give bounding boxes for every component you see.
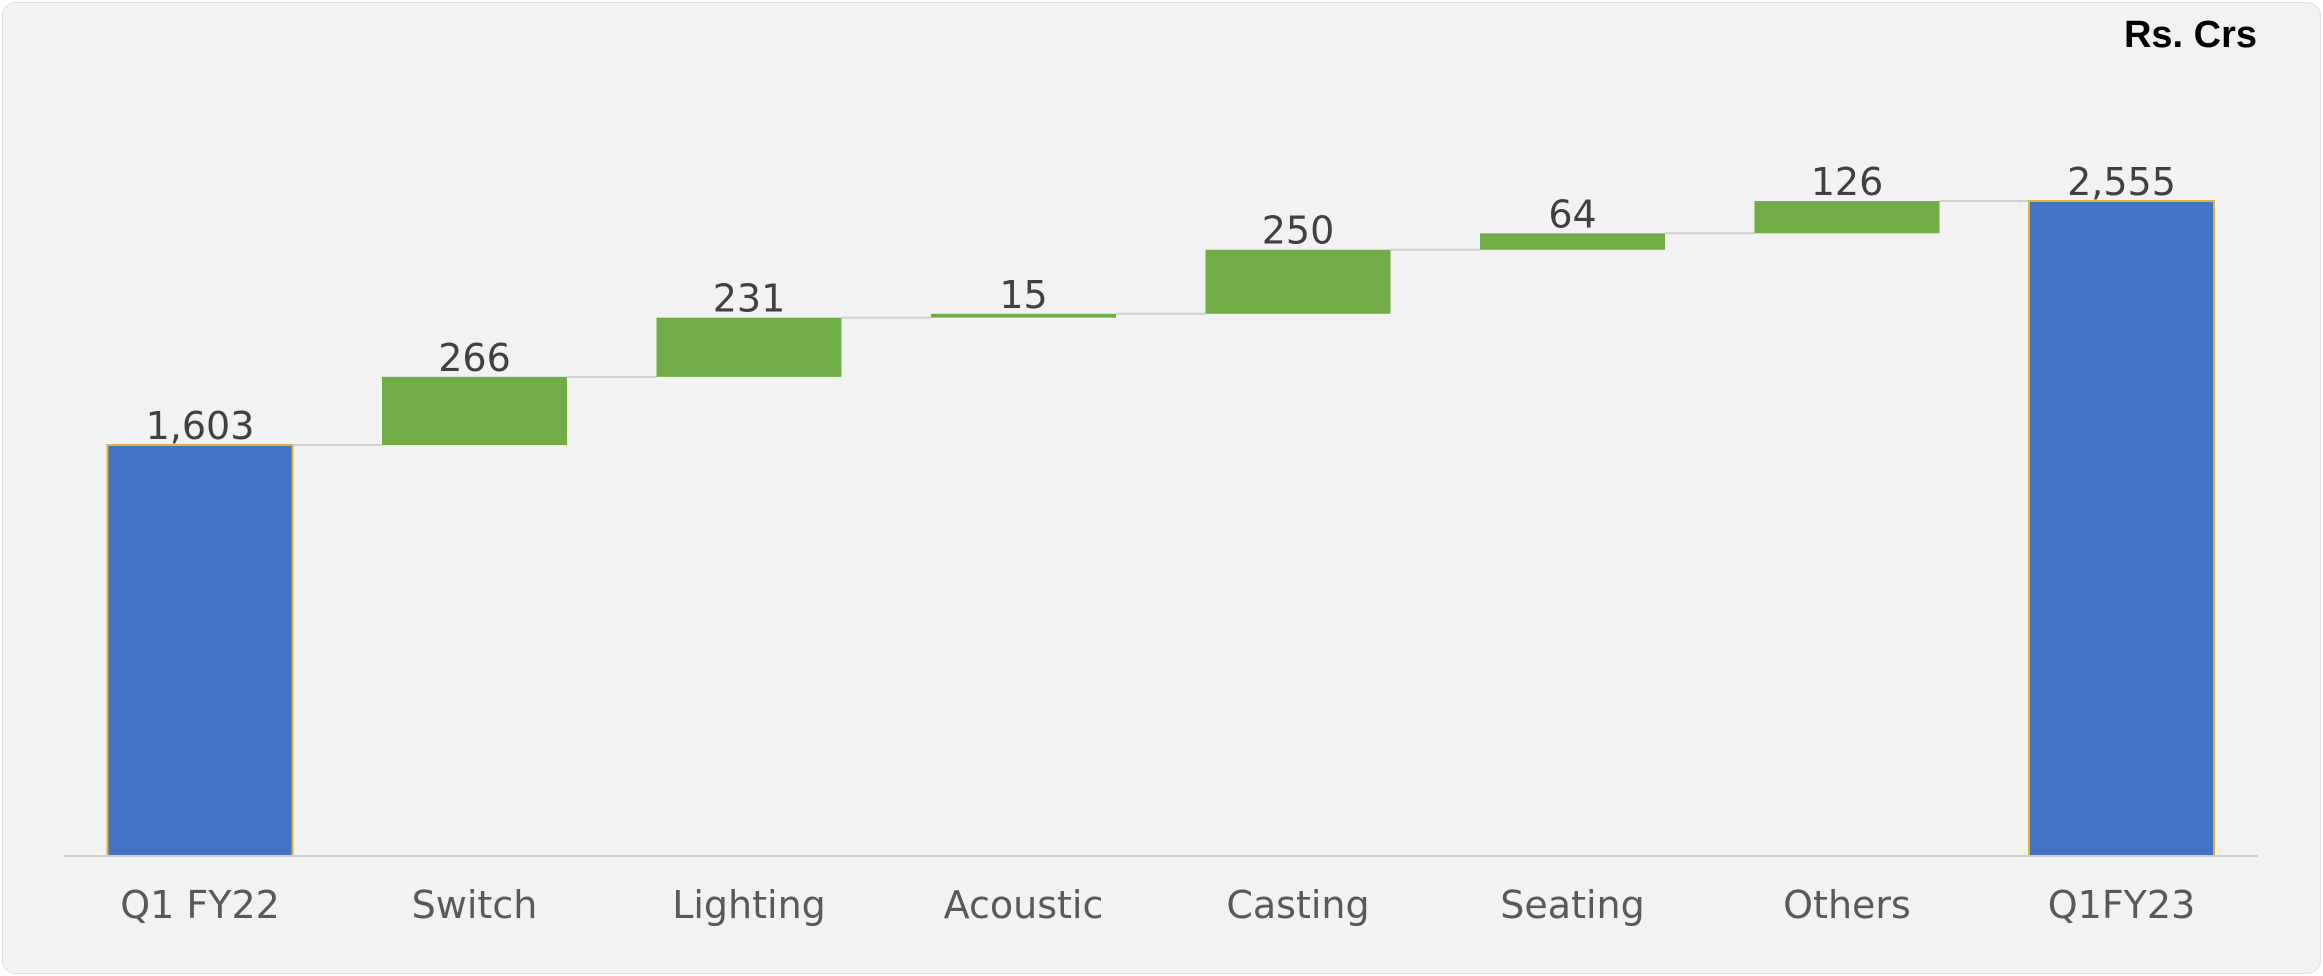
- data-labels: 1,603 266 231 15 250 64 126 2,555: [146, 160, 2176, 448]
- bar-lighting: [656, 317, 842, 377]
- bar-others: [1754, 201, 1940, 234]
- bar-acoustic: [931, 313, 1116, 318]
- bar-switch: [382, 376, 567, 446]
- data-label-switch: 266: [438, 336, 511, 380]
- x-tick-labels: Q1 FY22 Switch Lighting Acoustic Casting Seat…: [120, 883, 2195, 927]
- data-label-q1fy23: 2,555: [2067, 160, 2176, 204]
- tick-label-seating: Seating: [1500, 883, 1644, 927]
- bar-casting: [1205, 249, 1391, 314]
- unit-label: Rs. Crs: [2123, 14, 2257, 56]
- data-label-casting: 250: [1262, 209, 1335, 253]
- bar-q1-fy22: [106, 444, 294, 857]
- bar-seating: [1480, 233, 1665, 250]
- data-label-seating: 64: [1548, 192, 1596, 236]
- tick-label-lighting: Lighting: [672, 883, 826, 927]
- tick-label-q1fy23: Q1FY23: [2048, 883, 2196, 927]
- data-label-lighting: 231: [713, 277, 786, 321]
- data-label-others: 126: [1811, 160, 1884, 204]
- tick-label-casting: Casting: [1226, 883, 1369, 927]
- connector-lines: [292, 200, 2029, 447]
- data-label-q1-fy22: 1,603: [146, 404, 255, 448]
- tick-label-q1-fy22: Q1 FY22: [120, 883, 280, 927]
- tick-label-acoustic: Acoustic: [944, 883, 1104, 927]
- bar-q1fy23: [2028, 200, 2215, 857]
- data-label-acoustic: 15: [999, 273, 1047, 317]
- bars: [106, 200, 2215, 857]
- tick-label-switch: Switch: [412, 883, 538, 927]
- tick-label-others: Others: [1783, 883, 1911, 927]
